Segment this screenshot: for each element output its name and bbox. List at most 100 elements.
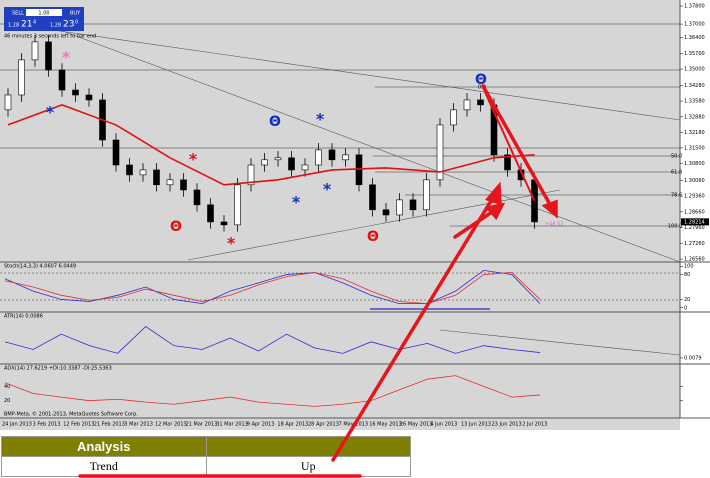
lot-field[interactable] [26,9,62,16]
buy-price: 0 [75,20,78,26]
y-tick-label: 40 [4,384,10,390]
candle-body [328,149,336,161]
x-tick-label: 21 Feb 2013 [94,422,125,428]
sell-price: 4 [33,20,36,26]
table-header: Analysis [1,436,207,457]
sell-button[interactable]: SELL [12,11,24,17]
theta-marker: Θ [475,72,487,88]
profit-label: +48.52 [545,222,564,228]
y-tick-label: 0 [684,305,687,311]
candle-body [31,41,39,61]
fib-label: 50.0 [671,154,682,160]
candle-body [45,41,52,71]
candle-body [355,154,363,186]
candle-body [409,199,417,211]
candle-body [72,89,79,96]
y-tick-label: 1.37000 [684,22,705,28]
bar-timer: 46 minutes 3 seconds left to bar end [4,34,96,40]
x-tick-label: 28 Apr 2013 [308,422,339,428]
candle-body [166,179,174,186]
candle-body [58,69,66,91]
y-tick-label: 20 [684,297,690,303]
y-tick-label: 1.30060 [684,178,705,184]
candle-body [261,159,268,166]
candle-body [180,179,187,191]
fib-label: 100.0 [668,224,682,230]
indicator-title: Stoch(14,3,3) 4.0607 6.0449 [4,264,76,270]
star-marker: * [316,110,325,129]
candle-body [85,94,93,101]
candle-body [369,184,376,211]
x-tick-label: 18 Apr 2013 [277,422,308,428]
y-tick-label: 1.35000 [684,67,705,73]
y-tick-label: 1.27960 [684,225,705,231]
x-tick-label: 9 Apr 2013 [247,422,275,428]
candle-body [18,59,25,96]
x-tick-label: 3 Mar 2013 [124,422,153,428]
buy-price: 23 [63,20,74,30]
candle-body [396,199,403,216]
y-tick-label: 1.37800 [684,4,705,10]
x-tick-label: 7 May 2013 [339,422,368,428]
table-header-blank [205,436,411,457]
y-tick-label: 1.36400 [684,35,705,41]
y-tick-label: 1.27260 [684,241,705,247]
trading-chart: SELL 1.00 BUY 1.28 21 4 1.28 23 0 46 min… [0,0,710,430]
x-tick-label: 16 May 2013 [369,422,402,428]
y-tick-label: 1.33580 [684,99,705,105]
y-tick-label: 80 [684,272,690,278]
y-tick-label: 1.26560 [684,257,705,263]
trend-line [59,29,681,263]
x-tick-label: 21 Mar 2013 [186,422,218,428]
fib-label: 61.8 [671,170,682,176]
last-price-label: 1.28214 [684,219,705,225]
lot-size[interactable]: 1.00 [38,11,49,17]
y-tick-label: 1.31500 [684,145,705,151]
y-tick-label: 1.32880 [684,114,705,120]
y-tick-label: 1.34280 [684,83,705,89]
x-tick-label: 3 Feb 2013 [33,422,61,428]
x-tick-label: 31 Mar 2013 [216,422,248,428]
candle-body [220,221,228,226]
y-tick-label: 1.29360 [684,194,705,200]
price-axis-background [680,0,710,430]
candle-body [477,99,484,106]
candle-body [153,169,160,186]
arrow-head [541,199,558,219]
candle-body [342,154,349,161]
indicator-title: ATR(14) 0.0086 [4,314,43,320]
star-marker: * [46,103,55,122]
candle-body [531,179,538,223]
fib-label: 78.6 [671,193,682,199]
candle-body [4,94,12,111]
trend-line [24,25,681,121]
x-tick-label: 2 Jul 2013 [522,422,547,428]
moving-average [7,104,535,186]
y-tick-label: 0.0079 [684,355,702,361]
buy-button[interactable]: BUY [70,11,81,17]
x-tick-label: 24 Jan 2013 [2,422,32,428]
candle-body [126,164,133,176]
y-tick-label: 100 [684,264,694,270]
candle-body [247,164,255,186]
arrow [484,91,535,201]
buy-price: 1.28 [50,23,61,29]
y-tick-label: 1.30800 [684,161,705,167]
table-cell: Up [205,456,411,477]
last-price-box [681,218,709,226]
candle-body [112,139,120,166]
candle-body [193,189,201,206]
candle-body [207,204,214,223]
x-tick-label: 4 Jun 2013 [430,422,457,428]
star-marker: * [292,193,301,212]
x-tick-label: 23 Jun 2013 [492,422,522,428]
x-tick-label: 12 Mar 2013 [155,422,187,428]
candle-body [139,169,147,176]
trade-panel: SELL 1.00 BUY 1.28 21 4 1.28 23 0 [4,7,84,31]
y-tick-label: 1.35700 [684,51,705,57]
candle-body [288,157,295,171]
star-marker: * [227,234,236,253]
y-tick-label: 1.32180 [684,130,705,136]
sell-price: 21 [21,20,32,30]
